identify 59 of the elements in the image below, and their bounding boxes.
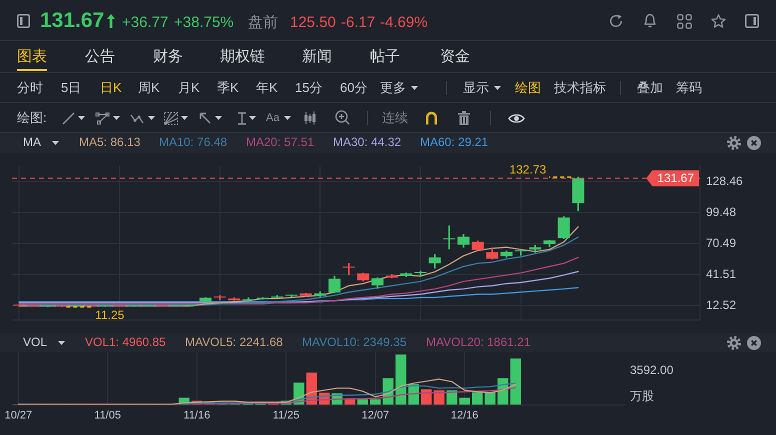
text: 日K	[100, 80, 122, 96]
y-tick-label: 99.48	[706, 204, 736, 219]
text: 60分	[340, 80, 368, 96]
y-tick-label: 41.51	[706, 266, 736, 281]
text: 图表	[17, 48, 47, 65]
text: +38.75%	[174, 14, 234, 31]
text: Aa	[266, 112, 280, 124]
text: 月K	[178, 80, 200, 96]
text: 叠加	[637, 80, 663, 96]
ref-line-label: 131.67	[657, 171, 694, 186]
text: MAVOL10: 2349.35	[302, 334, 407, 350]
annotation: 132.73	[509, 162, 546, 176]
y-tick-label: 128.46	[706, 174, 744, 188]
x-tick-label: 11/05	[94, 409, 121, 422]
text: 帖子	[370, 48, 400, 65]
y-tick-label: 70.49	[706, 236, 736, 250]
text: 分时	[17, 80, 43, 96]
text: 技术指标	[554, 80, 606, 96]
text: 年K	[256, 80, 278, 96]
text: MA30: 44.32	[333, 135, 402, 150]
legend-title: MA	[23, 135, 41, 150]
text: 公告	[85, 48, 115, 65]
text: 周K	[138, 80, 160, 96]
annotation: 11.25	[95, 308, 125, 322]
x-tick-label: 11/25	[272, 409, 300, 422]
text: 3592.00	[630, 363, 674, 378]
y-axis-title: 万股	[630, 388, 654, 404]
x-tick-label: 11/16	[184, 409, 210, 422]
x-tick-label: 12/16	[450, 409, 478, 422]
legend-title: VOL	[23, 334, 48, 350]
text: 绘图	[515, 80, 541, 96]
text: MAVOL20: 1861.21	[426, 334, 531, 350]
x-tick-label: 10/27	[4, 409, 32, 422]
text: 期权链	[220, 48, 265, 65]
text: 连续	[382, 110, 408, 126]
text: 财务	[153, 48, 183, 65]
text: 绘图:	[17, 110, 47, 126]
text: 资金	[440, 48, 470, 65]
text: 盘前	[248, 14, 278, 31]
text: MA60: 29.21	[420, 135, 488, 150]
text: 更多	[380, 80, 406, 96]
y-tick-label: 12.52	[706, 298, 736, 312]
text: -4.69%	[380, 14, 428, 31]
text: 显示	[463, 80, 489, 96]
text: 131.67	[40, 9, 104, 34]
text: MA5: 86.13	[79, 135, 140, 150]
text: MA20: 57.51	[246, 135, 314, 150]
text: MA10: 76.48	[159, 135, 228, 150]
text: 15分	[295, 80, 322, 96]
text: MAVOL5: 2241.68	[185, 334, 283, 350]
x-tick-label: 12/07	[362, 409, 390, 422]
text: 新闻	[302, 48, 332, 65]
text: 125.50	[290, 14, 336, 31]
text: -6.17	[341, 14, 376, 31]
text: +36.77	[122, 14, 168, 31]
text: 季K	[217, 80, 239, 96]
text: 筹码	[676, 80, 702, 96]
text: 5日	[61, 80, 82, 96]
text: VOL1: 4960.85	[85, 334, 166, 350]
